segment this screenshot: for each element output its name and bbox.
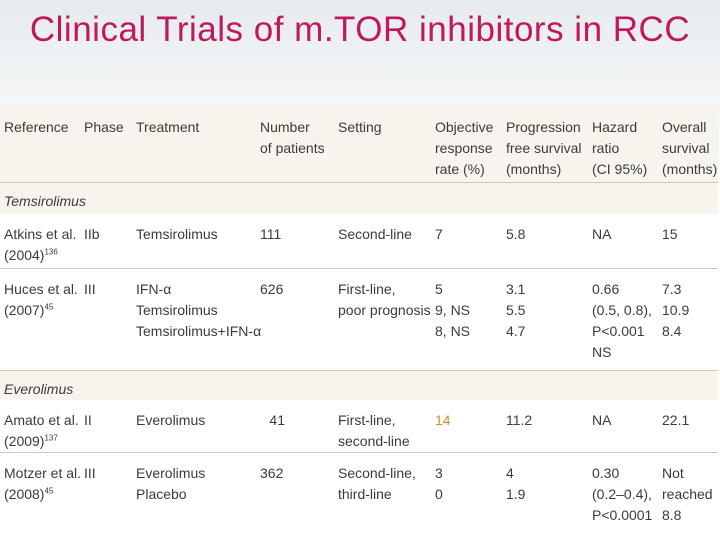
cell-pfs: 11.2 xyxy=(506,412,533,428)
table-row: Huces et al. (2007)45 III IFN-α Temsirol… xyxy=(0,269,718,370)
cell-hazard-ratio: NA xyxy=(592,226,612,242)
cell-treatment: Everolimus xyxy=(136,412,206,428)
section-label: Everolimus xyxy=(4,381,74,397)
table-row: Amato et al. (2009)137 II Everolimus 41 … xyxy=(0,400,718,452)
reference-superscript: 45 xyxy=(44,302,54,312)
cell-patients: 111 xyxy=(260,226,282,242)
cell-pfs: 4 1.9 xyxy=(506,465,526,502)
cell-phase: IIb xyxy=(84,226,100,242)
header-number-of-patients: Number of patients xyxy=(260,119,325,156)
cell-orr: 7 xyxy=(435,226,443,242)
cell-overall-survival: 15 xyxy=(662,226,678,242)
cell-overall-survival: 22.1 xyxy=(662,412,690,428)
cell-setting: First-line, poor prognosis xyxy=(338,281,431,318)
cell-reference: Atkins et al. (2004)136 xyxy=(4,226,77,263)
cell-phase: II xyxy=(84,412,92,428)
cell-patients: 362 xyxy=(260,465,284,481)
cell-reference: Motzer et al. (2008)45 xyxy=(4,465,82,502)
cell-overall-survival: Not reached 8.8 xyxy=(662,465,713,523)
header-overall-survival: Overall survival (months) xyxy=(662,119,718,177)
cell-orr: 3 0 xyxy=(435,465,443,502)
header-phase: Phase xyxy=(84,119,124,135)
table-row: Atkins et al. (2004)136 IIb Temsirolimus… xyxy=(0,214,718,268)
header-treatment: Treatment xyxy=(136,119,200,135)
header-divider xyxy=(0,182,718,183)
header-progression-free-survival: Progression free survival (months) xyxy=(506,119,582,177)
cell-overall-survival: 7.3 10.9 8.4 xyxy=(662,281,690,339)
reference-superscript: 137 xyxy=(44,433,58,443)
cell-reference: Huces et al. (2007)45 xyxy=(4,281,78,318)
header-objective-response-rate: Objective response rate (%) xyxy=(435,119,494,177)
trials-table: Reference Phase Treatment Number of pati… xyxy=(0,106,718,532)
section-label: Temsirolimus xyxy=(4,193,86,209)
cell-hazard-ratio: 0.30 (0.2–0.4), P<0.0001 xyxy=(592,465,653,523)
cell-hazard-ratio: 0.66 (0.5, 0.8), P<0.001 NS xyxy=(592,281,652,360)
cell-setting: Second-line xyxy=(338,226,412,242)
cell-treatment: IFN-α Temsirolimus Temsirolimus+IFN-α xyxy=(136,281,262,339)
row-divider xyxy=(0,452,718,453)
header-setting: Setting xyxy=(338,119,382,135)
cell-pfs: 5.8 xyxy=(506,226,526,242)
cell-patients: 626 xyxy=(260,281,284,297)
reference-superscript: 136 xyxy=(44,247,58,257)
cell-setting: Second-line, third-line xyxy=(338,465,416,502)
cell-hazard-ratio: NA xyxy=(592,412,612,428)
row-divider xyxy=(0,268,718,269)
cell-orr: 5 9, NS 8, NS xyxy=(435,281,471,339)
table-row: Motzer et al. (2008)45 III Everolimus Pl… xyxy=(0,453,718,532)
cell-pfs: 3.1 5.5 4.7 xyxy=(506,281,526,339)
row-divider xyxy=(0,370,718,371)
cell-treatment: Everolimus Placebo xyxy=(136,465,206,502)
cell-patients: 41 xyxy=(269,412,285,428)
cell-reference: Amato et al. (2009)137 xyxy=(4,412,79,449)
cell-setting: First-line, second-line xyxy=(338,412,410,449)
cell-phase: III xyxy=(84,281,96,297)
header-hazard-ratio: Hazard ratio (CI 95%) xyxy=(592,119,648,177)
cell-orr: 14 xyxy=(435,412,451,428)
table-header-row: Reference Phase Treatment Number of pati… xyxy=(0,106,718,182)
cell-treatment: Temsirolimus xyxy=(136,226,218,242)
slide-title: Clinical Trials of m.TOR inhibitors in R… xyxy=(29,10,691,49)
header-reference: Reference xyxy=(4,119,69,135)
cell-phase: III xyxy=(84,465,96,481)
reference-superscript: 45 xyxy=(44,486,54,496)
